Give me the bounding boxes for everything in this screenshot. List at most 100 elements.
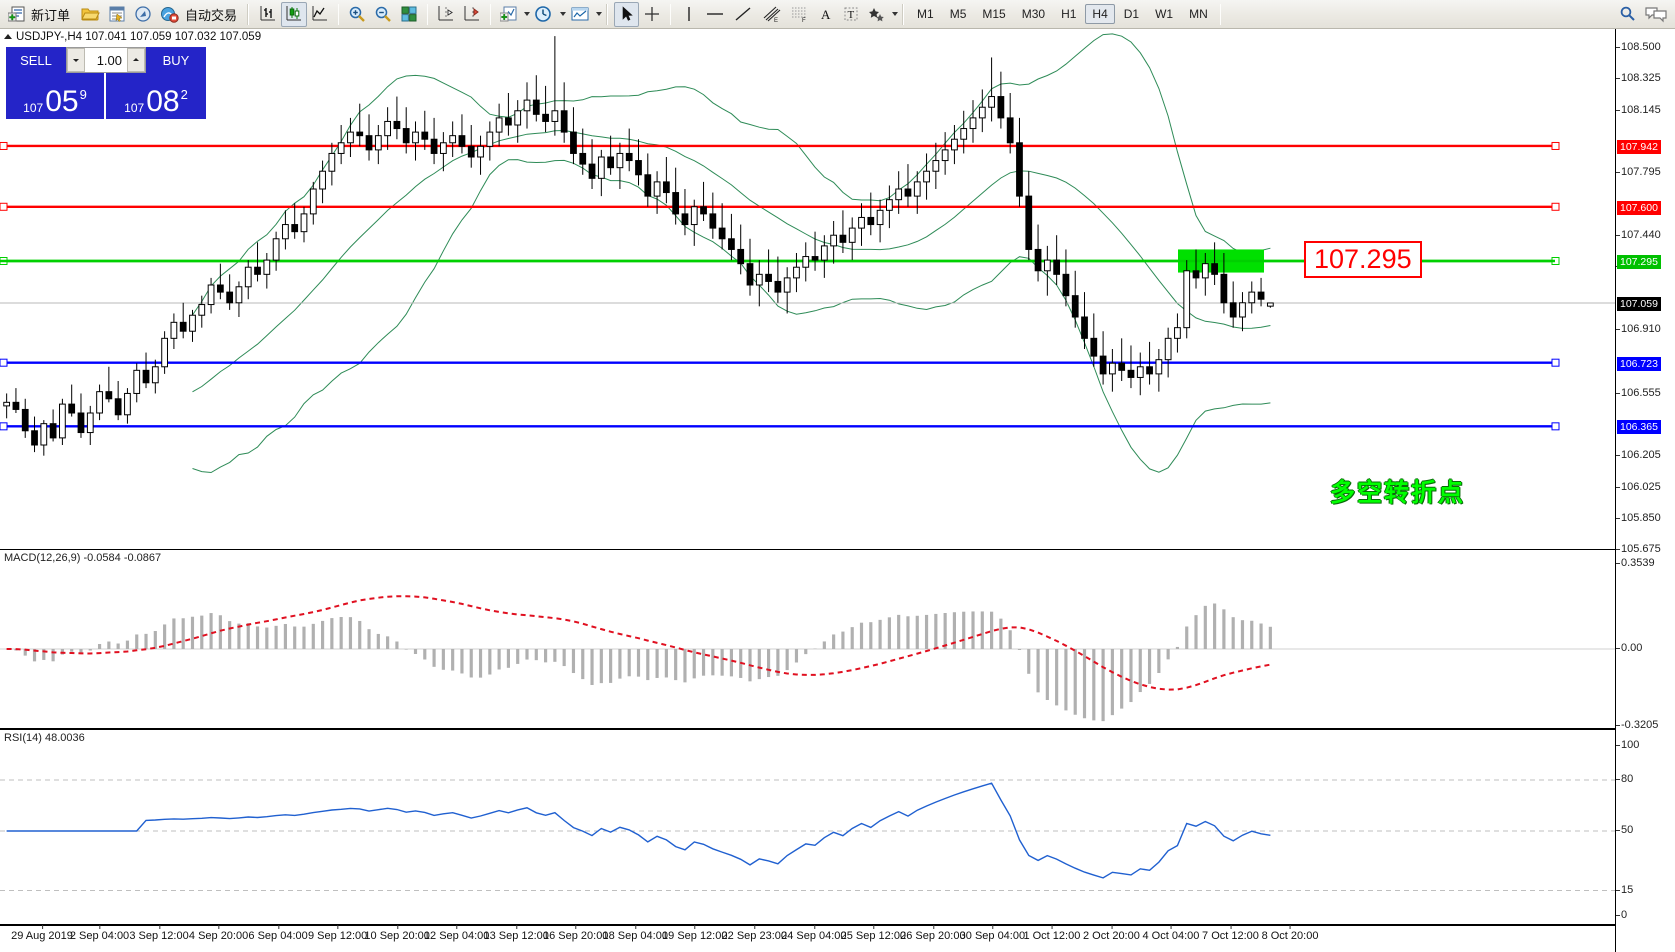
collapse-triangle-icon[interactable] xyxy=(4,34,12,39)
price-level-label-pivot[interactable]: 107.295 xyxy=(1617,255,1661,269)
svg-text:A: A xyxy=(821,7,831,22)
templates-dropdown-caret[interactable] xyxy=(596,12,603,16)
volume-increase-button[interactable] xyxy=(127,48,145,72)
text-box-button[interactable]: T xyxy=(838,2,864,27)
candle-body xyxy=(226,291,234,304)
candle-body xyxy=(170,321,178,339)
volume-decrease-button[interactable] xyxy=(67,48,85,72)
price-callout[interactable]: 107.295 xyxy=(1304,241,1422,278)
candle-body xyxy=(960,128,968,140)
sell-button[interactable]: SELL xyxy=(6,47,66,73)
new-order-icon xyxy=(8,6,25,22)
buy-button[interactable]: BUY xyxy=(146,47,206,73)
svg-text:E: E xyxy=(774,18,778,23)
tile-windows-button[interactable] xyxy=(396,2,422,27)
chat-button[interactable] xyxy=(1641,2,1671,27)
timeframe-m15[interactable]: M15 xyxy=(982,7,1006,21)
data-window-button[interactable] xyxy=(104,2,130,27)
templates-button[interactable] xyxy=(566,2,594,27)
toolbar-grip-3[interactable] xyxy=(902,3,907,25)
macd-pane[interactable]: MACD(12,26,9) -0.0584 -0.0867 xyxy=(0,549,1615,729)
timeframe-m30[interactable]: M30 xyxy=(1021,7,1046,21)
cursor-button[interactable] xyxy=(614,1,640,27)
one-click-trading-panel[interactable]: SELL 1.00 BUY 107 05 9 xyxy=(6,47,206,119)
zoom-out-button[interactable] xyxy=(370,2,396,27)
buy-price-button[interactable]: 107 08 2 xyxy=(106,73,206,119)
navigator-icon xyxy=(135,6,151,22)
timeframe-m5[interactable]: M5 xyxy=(949,7,967,21)
period-dropdown-caret[interactable] xyxy=(560,12,567,16)
zoom-in-button[interactable] xyxy=(344,2,370,27)
chevron-down-icon xyxy=(73,59,79,62)
shapes-dropdown-caret[interactable] xyxy=(892,12,899,16)
timeframe-h1[interactable]: H1 xyxy=(1061,7,1077,21)
candle-body xyxy=(216,284,224,293)
price-level-label-resistance[interactable]: 107.600 xyxy=(1617,200,1661,215)
candlestick-chart-button[interactable] xyxy=(281,1,308,27)
price-level-label-resistance[interactable]: 107.942 xyxy=(1617,139,1661,154)
time-tick: 7 Oct 12:00 xyxy=(1202,925,1259,942)
zoom-out-icon xyxy=(375,6,391,22)
time-tick: 3 Sep 12:00 xyxy=(129,925,189,942)
timeframe-w1[interactable]: W1 xyxy=(1155,7,1174,21)
candle-body xyxy=(384,120,391,137)
data-window-icon xyxy=(109,6,125,22)
candle-body xyxy=(495,117,503,133)
macd-tick: -0.3205 xyxy=(1615,719,1659,731)
candle-body xyxy=(1090,337,1098,357)
toolbar-grip-1[interactable] xyxy=(247,3,252,25)
folder-button[interactable] xyxy=(76,2,104,27)
period-button[interactable] xyxy=(530,2,558,27)
oct-top-row: SELL 1.00 BUY xyxy=(6,47,206,73)
timeframe-d1[interactable]: D1 xyxy=(1123,7,1140,21)
rsi-pane[interactable]: RSI(14) 48.0036 xyxy=(0,729,1615,925)
chart-area[interactable]: USDJPY-,H4 107.041 107.059 107.032 107.0… xyxy=(0,29,1675,952)
horizontal-line-button[interactable] xyxy=(701,2,729,27)
price-level-label-support[interactable]: 106.723 xyxy=(1617,356,1661,371)
crosshair-button[interactable] xyxy=(639,2,665,27)
candle-body xyxy=(477,145,484,158)
text-label-button[interactable]: A xyxy=(813,2,838,27)
candle-body xyxy=(904,188,912,197)
timeframe-group: M1 M5 M15 M30 H1 H4 D1 W1 MN xyxy=(910,4,1215,24)
price-level-label-current[interactable]: 107.059 xyxy=(1617,296,1661,311)
timeframe-mn[interactable]: MN xyxy=(1189,7,1208,21)
indicators-button[interactable] xyxy=(496,2,522,27)
time-axis[interactable]: 29 Aug 2019 2 Sep 04:00 3 Sep 12:00 4 Sep 2… xyxy=(0,925,1615,952)
candle-body xyxy=(1174,327,1181,339)
chart-shift-button[interactable] xyxy=(433,2,459,27)
auto-scroll-icon xyxy=(464,6,480,21)
price-axis[interactable]: 108.500 108.325 108.145 107.795 107.440 107.2… xyxy=(1615,29,1675,952)
chinese-annotation[interactable]: 多空转折点 xyxy=(1330,479,1466,508)
price-level-label-support[interactable]: 106.365 xyxy=(1617,420,1661,435)
indicators-dropdown-caret[interactable] xyxy=(524,12,531,16)
price-pane[interactable]: 107.295 多空转折点 xyxy=(0,29,1615,549)
timeframe-h4[interactable]: H4 xyxy=(1085,4,1115,24)
time-tick: 6 Sep 04:00 xyxy=(248,925,308,942)
candle-body xyxy=(1071,295,1079,318)
volume-stepper[interactable]: 1.00 xyxy=(66,47,146,73)
navigator-button[interactable] xyxy=(130,2,156,27)
new-order-button[interactable]: 新订单 xyxy=(4,2,76,27)
candle-body xyxy=(514,110,522,126)
line-chart-button[interactable] xyxy=(307,2,333,27)
time-tick: 19 Sep 12:00 xyxy=(662,925,728,942)
shapes-button[interactable] xyxy=(864,2,890,27)
trendline-button[interactable] xyxy=(729,2,757,27)
search-button[interactable] xyxy=(1615,2,1641,27)
bollinger-band-upper xyxy=(192,33,1271,316)
sell-price-button[interactable]: 107 05 9 xyxy=(6,73,104,119)
price-tick: 108.145 xyxy=(1616,103,1661,116)
bar-chart-button[interactable] xyxy=(255,2,281,27)
volume-input[interactable]: 1.00 xyxy=(96,52,122,68)
time-tick: 12 Sep 04:00 xyxy=(423,925,490,942)
timeframe-m1[interactable]: M1 xyxy=(917,7,934,21)
auto-trading-button[interactable]: 自动交易 xyxy=(156,2,243,27)
vertical-line-button[interactable] xyxy=(676,2,701,27)
equidistant-channel-button[interactable]: E xyxy=(757,2,785,27)
fibonacci-button[interactable]: F xyxy=(785,2,813,27)
toolbar-grip-2[interactable] xyxy=(606,3,611,25)
auto-scroll-button[interactable] xyxy=(459,2,485,27)
candle-body xyxy=(1006,117,1014,144)
candle-body xyxy=(189,314,196,332)
